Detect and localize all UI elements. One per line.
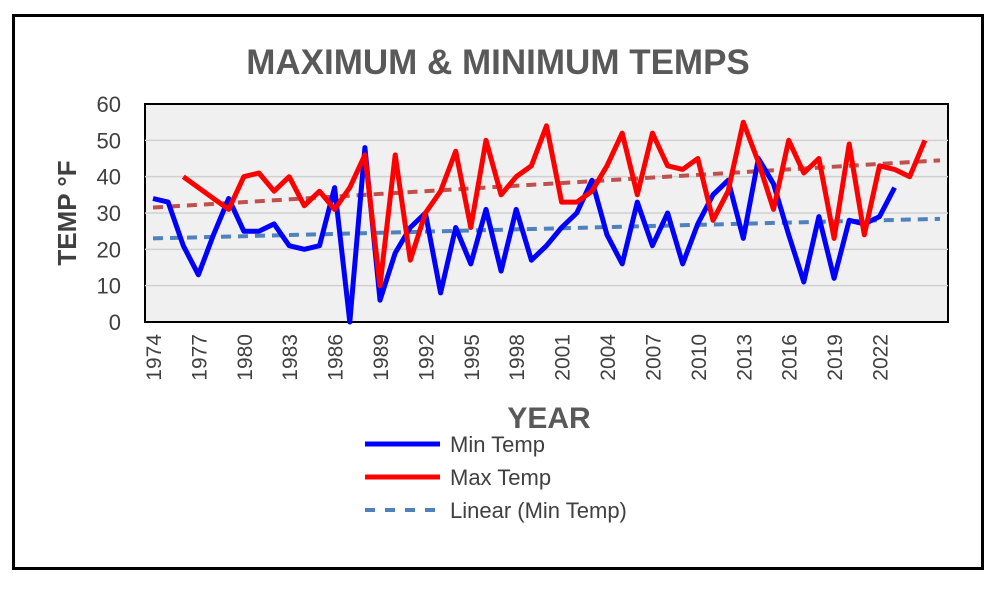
legend-label: Min Temp (450, 432, 545, 457)
x-axis-label: YEAR (507, 402, 591, 435)
trend-line (152, 158, 941, 210)
x-tick-label: 2010 (688, 334, 711, 381)
y-tick-labels: 0 10 20 30 40 50 60 (97, 92, 121, 335)
y-tick-label: 50 (97, 128, 121, 153)
series-line-0 (152, 145, 897, 325)
series-line-1 (181, 119, 928, 289)
y-tick-label: 20 (97, 237, 121, 262)
x-tick-label: 2016 (779, 334, 802, 381)
x-tick-label: 1983 (279, 334, 302, 381)
x-tick-label: 2004 (597, 334, 620, 381)
x-tick-label: 2001 (552, 334, 575, 381)
trend-line (152, 216, 941, 241)
legend-label: Max Temp (450, 465, 551, 490)
x-tick-label: 1989 (370, 334, 393, 381)
y-tick-label: 60 (97, 92, 121, 117)
x-tick-label: 1995 (461, 334, 484, 381)
x-tick-label: 2019 (824, 334, 847, 381)
chart-title: MAXIMUM & MINIMUM TEMPS (246, 43, 750, 82)
y-tick-label: 10 (97, 274, 121, 299)
y-tick-label: 0 (109, 310, 121, 335)
x-tick-label: 1974 (143, 334, 166, 381)
x-tick-label: 1980 (234, 334, 257, 381)
x-tick-label: 1992 (415, 334, 438, 381)
legend: Min Temp Max Temp Linear (Min Temp) (365, 432, 627, 523)
x-tick-label: 2022 (869, 334, 892, 381)
grid-lines (145, 139, 948, 287)
data-series (152, 119, 928, 325)
y-tick-label: 30 (97, 201, 121, 226)
x-tick-label: 2013 (733, 334, 756, 381)
legend-label: Linear (Min Temp) (450, 498, 627, 523)
x-tick-label: 1998 (506, 334, 529, 381)
y-tick-label: 40 (97, 165, 121, 190)
x-tick-label: 1977 (188, 334, 211, 381)
trend-lines (152, 158, 941, 241)
y-axis-label: TEMP °F (52, 160, 82, 265)
x-tick-label: 1986 (325, 334, 348, 381)
x-tick-label: 2007 (642, 334, 665, 381)
x-tick-labels: 1974 1977 1980 1983 1986 1989 1992 1995 1998 2001… (143, 334, 892, 381)
